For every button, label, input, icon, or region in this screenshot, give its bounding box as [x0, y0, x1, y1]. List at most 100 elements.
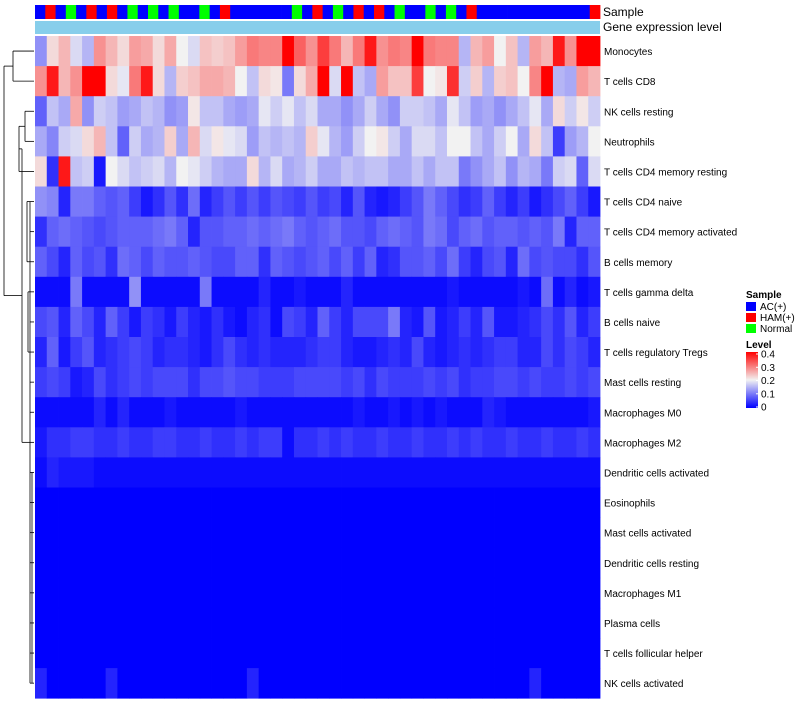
heatmap-cell [529, 547, 542, 579]
heatmap-cell [270, 96, 283, 127]
heatmap-cell [258, 337, 271, 368]
heatmap-cell [588, 96, 601, 127]
heatmap-cell [329, 66, 342, 97]
heatmap-cell [105, 66, 118, 97]
heatmap-cell [105, 487, 118, 518]
sample-annotation-cell [158, 5, 169, 19]
heatmap-cell [46, 547, 59, 579]
heatmap-cell [211, 487, 224, 518]
heatmap-cell [140, 216, 154, 248]
heatmap-cell [129, 607, 142, 639]
heatmap-cell [529, 156, 542, 187]
heatmap-cell [317, 427, 330, 458]
sample-annotation-cell [558, 5, 570, 19]
heatmap-cell [117, 367, 130, 398]
heatmap-cell [505, 156, 518, 187]
heatmap-cell [223, 216, 236, 248]
heatmap-cell [211, 427, 224, 458]
heatmap-cell [588, 427, 601, 458]
heatmap-cell [105, 668, 118, 699]
heatmap-cell [176, 427, 189, 458]
heatmap-cell [35, 216, 48, 248]
heatmap-cell [105, 337, 118, 368]
heatmap-cell [199, 66, 212, 97]
heatmap-cell [164, 276, 177, 308]
row-label: Neutrophils [604, 137, 655, 148]
heatmap-cell [529, 337, 542, 368]
heatmap-cell [494, 638, 507, 669]
heatmap-cell [223, 36, 236, 67]
sample-annotation-cell [106, 5, 118, 19]
heatmap-cell [258, 668, 271, 699]
heatmap-cell [164, 306, 177, 338]
heatmap-cell [46, 397, 59, 428]
heatmap-cell [188, 66, 201, 97]
heatmap-cell [564, 397, 577, 428]
heatmap-cell [282, 186, 295, 217]
heatmap-cell [305, 397, 318, 428]
heatmap-cell [564, 66, 577, 97]
heatmap-cell [188, 487, 201, 518]
heatmap-cell [293, 397, 307, 428]
heatmap-cell [188, 156, 201, 187]
legend-group-label: Normal [760, 324, 792, 335]
heatmap-cell [35, 457, 48, 488]
heatmap-cell [140, 577, 154, 609]
heatmap-cell [293, 126, 307, 157]
heatmap-cell [588, 638, 601, 669]
heatmap-cell [458, 246, 471, 278]
heatmap-cell [140, 397, 154, 428]
heatmap-cell [576, 517, 589, 549]
heatmap-cell [293, 276, 307, 308]
heatmap-cell [552, 457, 566, 488]
heatmap-cell [305, 216, 318, 248]
heatmap-cell [199, 397, 212, 428]
heatmap-cell [446, 457, 460, 488]
heatmap-cell [117, 246, 130, 278]
heatmap-cell [423, 337, 436, 368]
heatmap-cell [399, 66, 413, 97]
heatmap-cell [388, 186, 401, 217]
heatmap-cell [152, 367, 165, 398]
heatmap-cell [435, 337, 448, 368]
row-label: Monocytes [604, 47, 652, 58]
heatmap-cell [411, 517, 424, 549]
heatmap-cell [576, 577, 589, 609]
heatmap-cell [282, 427, 295, 458]
heatmap-cell [258, 367, 271, 398]
heatmap-cell [494, 306, 507, 338]
heatmap-cell [541, 577, 554, 609]
heatmap-cell [223, 367, 236, 398]
heatmap-cell [470, 156, 483, 187]
sample-annotation-cell [240, 5, 252, 19]
heatmap-cell [423, 487, 436, 518]
heatmap-cell [364, 126, 377, 157]
heatmap-cell [505, 638, 518, 669]
heatmap-cell [58, 668, 71, 699]
heatmap-cell [293, 66, 307, 97]
heatmap-cell [317, 126, 330, 157]
heatmap-cell [341, 156, 354, 187]
heatmap-cell [235, 638, 248, 669]
heatmap-cell [258, 66, 271, 97]
heatmap-cell [82, 36, 95, 67]
heatmap-cell [129, 276, 142, 308]
heatmap-cell [341, 638, 354, 669]
sample-annotation-cell [168, 5, 180, 19]
heatmap-cell [293, 638, 307, 669]
heatmap-cell [93, 126, 107, 157]
heatmap-cell [517, 487, 530, 518]
heatmap-cell [423, 36, 436, 67]
heatmap-cell [70, 547, 83, 579]
heatmap-cell [494, 126, 507, 157]
heatmap-cell [176, 246, 189, 278]
heatmap-cell [576, 306, 589, 338]
heatmap-cell [482, 457, 495, 488]
heatmap-cell [411, 337, 424, 368]
heatmap-cell [329, 36, 342, 67]
sample-annotation-cell [497, 5, 508, 19]
heatmap-cell [423, 607, 436, 639]
sample-annotation-cell [189, 5, 200, 19]
heatmap-cell [588, 306, 601, 338]
heatmap-cell [364, 638, 377, 669]
